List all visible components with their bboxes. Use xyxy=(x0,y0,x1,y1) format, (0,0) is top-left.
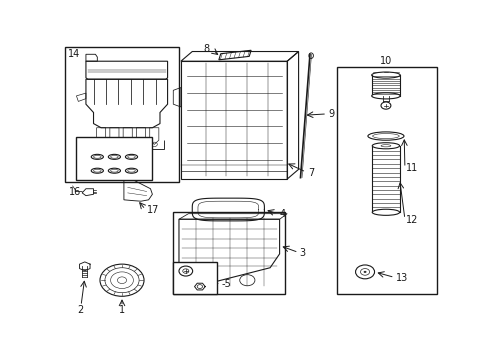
Text: 10: 10 xyxy=(380,56,392,66)
Ellipse shape xyxy=(381,145,391,147)
Text: -5: -5 xyxy=(222,279,232,289)
Text: 11: 11 xyxy=(406,163,418,174)
Text: 13: 13 xyxy=(396,273,409,283)
Bar xyxy=(173,212,285,294)
Ellipse shape xyxy=(372,134,399,139)
Text: 4: 4 xyxy=(279,209,285,219)
Bar xyxy=(65,48,179,182)
Bar xyxy=(173,262,217,294)
Bar xyxy=(337,67,437,294)
Text: 15: 15 xyxy=(77,139,90,149)
Text: 17: 17 xyxy=(147,205,159,215)
Ellipse shape xyxy=(372,93,400,99)
Text: 14: 14 xyxy=(68,49,80,59)
Bar xyxy=(76,138,152,180)
Ellipse shape xyxy=(372,72,400,78)
Circle shape xyxy=(364,271,366,273)
Text: 6: 6 xyxy=(174,263,180,273)
Ellipse shape xyxy=(372,209,400,215)
Text: 12: 12 xyxy=(406,215,418,225)
Text: 1: 1 xyxy=(119,305,125,315)
Text: 7: 7 xyxy=(308,168,315,179)
Text: 16: 16 xyxy=(69,187,81,197)
Ellipse shape xyxy=(372,143,400,149)
Text: 2: 2 xyxy=(77,305,83,315)
Text: 9: 9 xyxy=(329,109,335,119)
Text: 3: 3 xyxy=(300,248,306,258)
Text: 8: 8 xyxy=(203,44,209,54)
